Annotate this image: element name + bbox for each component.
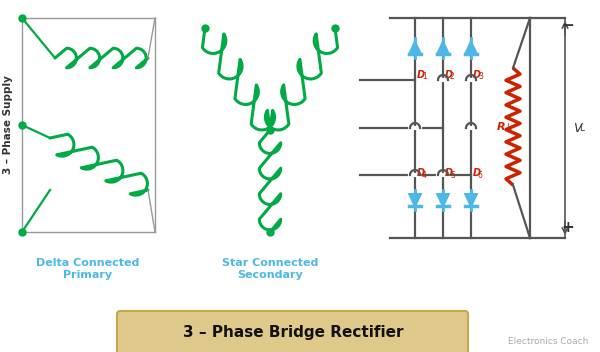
- Text: L: L: [506, 124, 511, 132]
- Polygon shape: [466, 194, 476, 206]
- Polygon shape: [410, 194, 420, 206]
- Polygon shape: [438, 194, 448, 206]
- Text: 2: 2: [450, 72, 455, 81]
- FancyBboxPatch shape: [117, 311, 468, 352]
- Text: R: R: [497, 121, 505, 132]
- Text: Delta Connected
Primary: Delta Connected Primary: [37, 258, 140, 279]
- Text: Electronics Coach: Electronics Coach: [508, 337, 588, 346]
- Text: D: D: [473, 70, 481, 80]
- Text: 6: 6: [478, 171, 483, 180]
- Text: −: −: [562, 19, 574, 33]
- Text: 3 – Phase Supply: 3 – Phase Supply: [3, 76, 13, 175]
- Polygon shape: [466, 42, 476, 54]
- Text: D: D: [445, 168, 453, 178]
- Text: D: D: [417, 70, 425, 80]
- Text: Star Connected
Secondary: Star Connected Secondary: [222, 258, 318, 279]
- Polygon shape: [438, 42, 448, 54]
- Polygon shape: [410, 42, 420, 54]
- Text: 4: 4: [422, 171, 427, 180]
- Text: 1: 1: [422, 72, 427, 81]
- Text: 3 – Phase Bridge Rectifier: 3 – Phase Bridge Rectifier: [183, 326, 403, 340]
- Text: 5: 5: [450, 171, 455, 180]
- Text: D: D: [473, 168, 481, 178]
- Text: 3: 3: [478, 72, 483, 81]
- Text: V: V: [573, 121, 581, 134]
- Text: +: +: [562, 220, 574, 235]
- Text: D: D: [417, 168, 425, 178]
- Text: L: L: [579, 124, 584, 133]
- Text: D: D: [445, 70, 453, 80]
